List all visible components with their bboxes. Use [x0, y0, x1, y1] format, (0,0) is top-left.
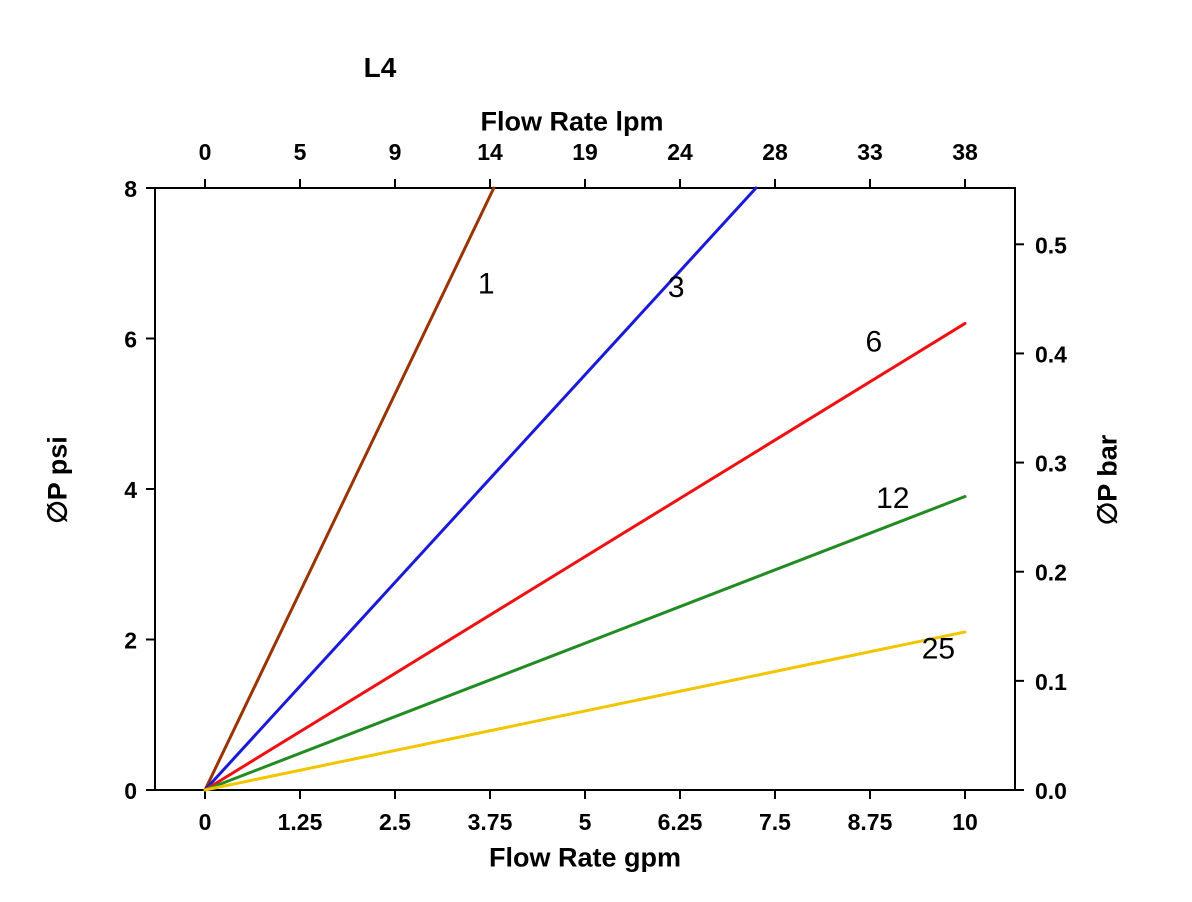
right-axis-title: ∅P bar — [1092, 434, 1123, 526]
bottom-axis-title: Flow Rate gpm — [488, 842, 682, 873]
bottom-tick-label: 10 — [952, 809, 978, 835]
right-tick-label: 0.4 — [1035, 341, 1067, 367]
top-tick-label: 14 — [477, 139, 503, 165]
bottom-tick-label: 8.75 — [848, 809, 893, 835]
top-tick-label: 38 — [952, 139, 978, 165]
chart-title: L4 — [363, 52, 397, 83]
bottom-tick-label: 0 — [199, 809, 212, 835]
top-tick-label: 9 — [389, 139, 402, 165]
right-tick-label: 0.0 — [1035, 778, 1067, 804]
right-tick-label: 0.3 — [1035, 451, 1067, 477]
bottom-tick-label: 7.5 — [759, 809, 791, 835]
top-tick-label: 24 — [667, 139, 693, 165]
top-tick-label: 33 — [857, 139, 883, 165]
left-axis-title: ∅P psi — [42, 436, 73, 524]
right-tick-label: 0.2 — [1035, 560, 1067, 586]
left-tick-label: 6 — [124, 327, 137, 353]
series-label-12: 12 — [876, 482, 909, 515]
series-label-1: 1 — [478, 267, 495, 300]
series-line-12 — [203, 495, 967, 792]
series-line-3 — [203, 186, 758, 792]
bottom-tick-label: 6.25 — [658, 809, 703, 835]
left-tick-label: 0 — [124, 778, 137, 804]
right-tick-label: 0.1 — [1035, 669, 1067, 695]
series-label-6: 6 — [865, 325, 882, 358]
top-axis-title: Flow Rate lpm — [480, 106, 664, 137]
bottom-tick-label: 5 — [579, 809, 592, 835]
top-tick-label: 0 — [199, 139, 212, 165]
series-label-3: 3 — [668, 271, 685, 304]
right-tick-label: 0.5 — [1035, 232, 1067, 258]
series-line-1 — [203, 186, 496, 792]
series-line-25 — [203, 630, 967, 792]
bottom-tick-label: 3.75 — [468, 809, 513, 835]
series-line-6 — [203, 321, 967, 792]
left-tick-label: 4 — [124, 477, 137, 503]
series-label-25: 25 — [922, 632, 955, 665]
bottom-tick-label: 1.25 — [278, 809, 323, 835]
top-tick-label: 19 — [572, 139, 598, 165]
left-tick-label: 2 — [124, 628, 137, 654]
left-tick-label: 8 — [124, 176, 137, 202]
top-tick-label: 28 — [762, 139, 788, 165]
bottom-tick-label: 2.5 — [379, 809, 411, 835]
top-tick-label: 5 — [294, 139, 307, 165]
